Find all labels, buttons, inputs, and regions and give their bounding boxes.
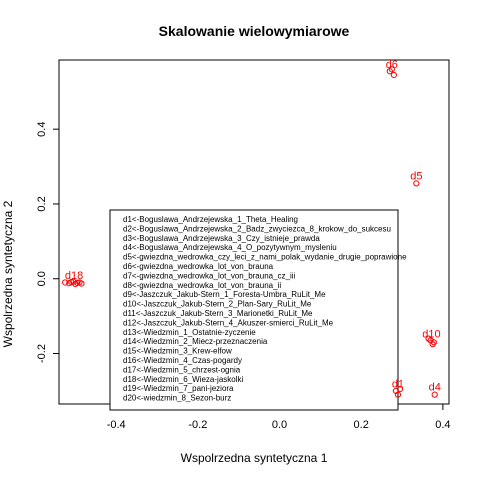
data-point-d3 [396, 385, 404, 393]
data-point-d4 [431, 391, 438, 398]
legend-entry: d13<-Wiedzmin_1_Ostatnie-zyczenie [123, 328, 256, 337]
x-tick-label: -0.2 [188, 419, 207, 431]
legend-entry: d15<-Wiedzmin_3_Krew-elfow [123, 347, 232, 356]
legend-box [109, 209, 399, 411]
x-tick-label: -0.4 [107, 419, 126, 431]
y-axis: -0.2 0.0 0.2 0.4 [36, 122, 60, 363]
legend-entry: d1<-Boguslawa_Andrzejewska_1_Theta_Heali… [123, 215, 298, 224]
legend-entry: d20<-wiedzmin_8_Sezon-burz [123, 394, 231, 403]
legend-entry: d11<-Jaszczuk_Jakub-Stern_3_Marionetki_R… [123, 309, 313, 318]
point-label: d5 [410, 170, 422, 182]
point-label: d1 [392, 379, 404, 391]
data-point-d12 [430, 339, 437, 346]
legend-entry: d6<-gwiezdna_wedrowka_lot_von_brauna [123, 262, 274, 271]
data-point-d13 [62, 279, 69, 286]
legend-entry: d3<-Boguslawa_Andrzejewska_3_Czy_istniej… [123, 234, 320, 243]
data-point-d20 [76, 279, 83, 286]
y-tick-label: -0.2 [36, 344, 48, 363]
x-axis-label: Wspolrzedna syntetyczna 1 [181, 451, 328, 465]
point-label: d6 [386, 59, 398, 71]
legend-entry: d19<-Wiedzmin_7_pani-jeziora [123, 384, 234, 393]
data-point-d8 [390, 71, 397, 79]
legend-entry: d10<-Jaszczuk_Jakub-Stern_2_Plan-Sary_Ru… [123, 300, 312, 309]
point-label: d18 [65, 270, 83, 282]
y-tick-label: 0.0 [36, 271, 48, 286]
legend-entry: d9<-Jaszczuk_Jakub-Stern_1_Foresta-Umbra… [123, 290, 326, 299]
point-label: d10 [422, 328, 440, 340]
chart-title: Skalowanie wielowymiarowe [159, 23, 350, 39]
legend-entry: d4<-Boguslawa_Andrzejewska_4_O_pozytywny… [123, 243, 337, 252]
points-layer [62, 66, 438, 398]
x-tick-label: 0.0 [272, 419, 287, 431]
legend-entry: d5<-gwiezdna_wedrowka_czy_leci_z_nami_po… [123, 253, 407, 262]
legend-entry: d14<-Wiedzmin_2_Miecz-przeznaczenia [123, 337, 268, 346]
data-point-d11 [425, 335, 432, 342]
legend-entry: d7<-gwiezdna_wedrowka_lot_von_brauna_cz_… [123, 271, 296, 280]
legend-entry: d12<-Jaszczuk_Jakub-Stern_4_Akuszer-smie… [123, 318, 334, 327]
legend-entry: d18<-Wiedzmin_6_Wieza-jaskolki [123, 375, 243, 384]
legend: d1<-Boguslawa_Andrzejewska_1_Theta_Heali… [109, 209, 407, 411]
y-tick-label: 0.2 [36, 196, 48, 211]
point-labels-layer: d6 d5 d10 d1 d4 d18 [65, 59, 441, 394]
legend-entry: d16<-Wiedzmin_4_Czas-pogardy [123, 356, 242, 365]
data-point-d19 [72, 280, 79, 288]
legend-entry: d2<-Boguslawa_Andrzejewska_2_Badz_zwycie… [123, 224, 391, 233]
legend-entry: d17<-Wiedzmin_5_chrzest-ognia [123, 365, 241, 374]
x-tick-label: 0.2 [354, 419, 369, 431]
data-point-d7 [388, 66, 395, 73]
data-point-d5 [413, 180, 420, 187]
point-label: d4 [429, 382, 441, 394]
y-axis-label: Wspolrzedna syntetyczna 2 [1, 200, 15, 347]
legend-entries: d1<-Boguslawa_Andrzejewska_1_Theta_Heali… [123, 215, 407, 403]
y-tick-label: 0.4 [36, 122, 48, 137]
legend-entry: d8<-gwiezdna_wedrowka_lot_von_brauna_ii [123, 281, 281, 290]
x-tick-label: 0.4 [435, 419, 450, 431]
